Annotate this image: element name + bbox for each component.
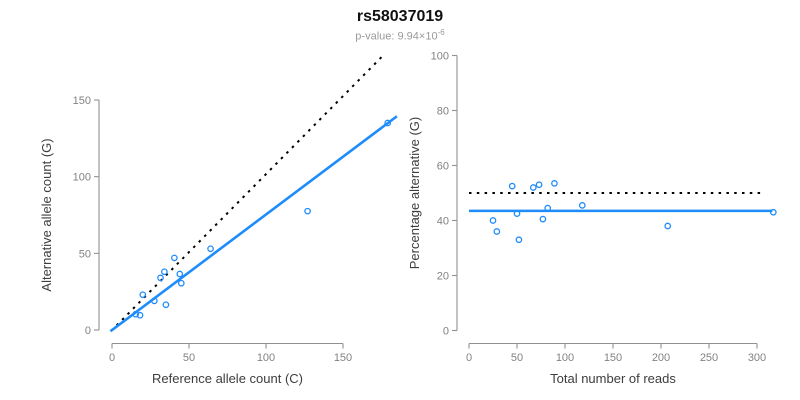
x-tick-label: 50 xyxy=(183,352,195,364)
x-tick-label: 100 xyxy=(556,352,574,364)
x-tick-label: 250 xyxy=(700,352,718,364)
data-point xyxy=(535,181,543,189)
data-point xyxy=(489,217,497,224)
y-tick-label: 80 xyxy=(437,106,449,118)
x-tick-label: 150 xyxy=(604,352,622,364)
data-point xyxy=(769,208,777,216)
data-point xyxy=(539,215,547,223)
data-point xyxy=(515,236,523,244)
x-axis-title: Reference allele count (C) xyxy=(152,371,303,386)
data-point xyxy=(162,301,170,309)
x-axis-title: Total number of reads xyxy=(550,371,676,386)
data-point xyxy=(151,297,158,305)
data-point xyxy=(161,268,168,276)
data-point xyxy=(177,279,185,287)
x-tick-label: 0 xyxy=(109,352,115,364)
data-point xyxy=(171,254,178,262)
data-point xyxy=(493,228,501,235)
data-point xyxy=(207,245,214,253)
data-point xyxy=(176,270,184,278)
y-axis-title: Alternative allele count (G) xyxy=(39,138,54,291)
data-point xyxy=(508,182,516,190)
data-point xyxy=(136,311,144,319)
data-point xyxy=(551,180,558,187)
y-tick-label: 0 xyxy=(443,326,449,338)
x-tick-label: 200 xyxy=(652,352,670,364)
data-point xyxy=(139,291,147,299)
data-point xyxy=(384,119,392,127)
y-tick-label: 0 xyxy=(85,325,91,337)
x-tick-label: 100 xyxy=(257,352,275,364)
x-tick-label: 50 xyxy=(511,352,523,364)
data-point xyxy=(132,310,140,318)
data-point xyxy=(157,274,164,282)
y-tick-label: 50 xyxy=(79,248,91,260)
y-tick-label: 40 xyxy=(437,216,449,228)
data-point xyxy=(513,210,521,217)
y-tick-label: 100 xyxy=(431,51,449,63)
x-tick-label: 150 xyxy=(334,352,352,364)
x-tick-label: 0 xyxy=(466,352,472,364)
y-tick-label: 60 xyxy=(437,161,449,173)
data-point xyxy=(529,184,537,191)
y-tick-label: 100 xyxy=(73,172,91,184)
data-point xyxy=(664,222,672,230)
data-point xyxy=(304,207,311,215)
data-point xyxy=(578,202,586,209)
data-point xyxy=(544,204,552,212)
y-tick-label: 20 xyxy=(437,271,449,283)
x-tick-label: 300 xyxy=(748,352,766,364)
regression-line xyxy=(109,115,398,333)
identity-line xyxy=(115,53,386,327)
y-tick-label: 150 xyxy=(73,95,91,107)
y-axis-title: Percentage alternative (G) xyxy=(407,117,422,269)
